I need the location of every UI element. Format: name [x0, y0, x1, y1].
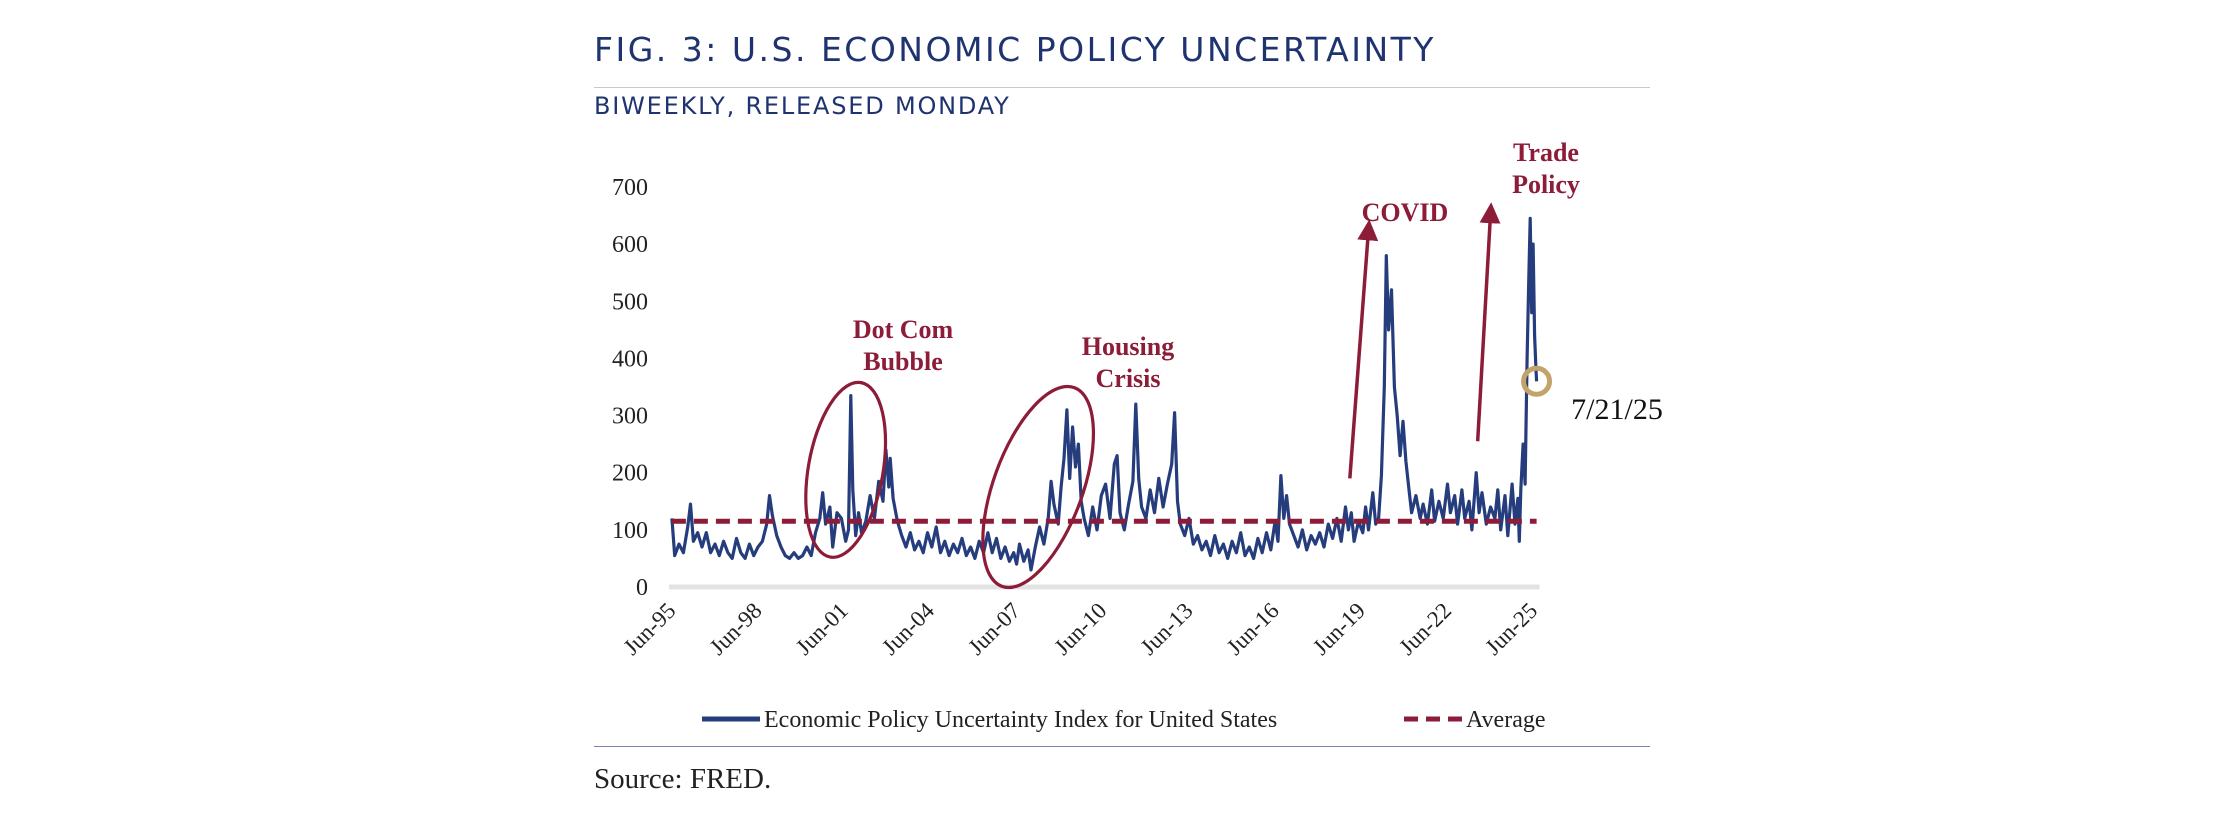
y-tick-label: 100 [612, 518, 648, 544]
y-tick-label: 0 [636, 575, 648, 601]
footer-rule [594, 746, 1650, 747]
x-tick-label: Jun-16 [1222, 598, 1284, 660]
annotation-label: Trade [1513, 138, 1579, 167]
annotation-label: Crisis [1096, 364, 1161, 393]
epu-index-line [670, 216, 1539, 572]
annotation-arrow [1475, 202, 1501, 442]
annotation-label: 7/21/25 [1571, 393, 1663, 426]
y-tick-label: 400 [612, 346, 648, 372]
axis-layer: 0 100 200 300 400 500 600 700 Jun-95 Jun-98 Jun-01… [612, 175, 1542, 660]
x-tick-label: Jun-13 [1136, 598, 1198, 660]
figure-subtitle: BIWEEKLY, RELEASED MONDAY [594, 92, 1011, 120]
y-tick-label: 500 [612, 289, 648, 315]
y-tick-label: 200 [612, 461, 648, 487]
annotation-layer: Dot Com Bubble Housing Crisis COVID Trade Poli… [804, 138, 1663, 590]
annotation-ellipse [804, 380, 888, 559]
y-tick-label: 300 [612, 404, 648, 430]
x-tick-label: Jun-22 [1394, 598, 1456, 660]
annotation-label: COVID [1362, 198, 1449, 227]
annotation-label: Bubble [863, 347, 943, 376]
legend-label-epu: Economic Policy Uncertainty Index for Un… [764, 707, 1277, 733]
x-tick-label: Jun-25 [1480, 598, 1542, 660]
x-tick-label: Jun-19 [1308, 598, 1370, 660]
title-rule [594, 87, 1650, 88]
x-tick-label: Jun-10 [1049, 598, 1111, 660]
source-note: Source: FRED. [594, 763, 772, 795]
annotation-ellipse [981, 384, 1096, 590]
x-tick-label: Jun-04 [877, 598, 939, 660]
x-tick-label: Jun-95 [619, 598, 681, 660]
x-tick-label: Jun-01 [791, 598, 853, 660]
annotation-label: Policy [1512, 170, 1580, 199]
annotation-label: Dot Com [853, 315, 954, 344]
annotation-arrow [1348, 219, 1379, 479]
legend: Economic Policy Uncertainty Index for Un… [702, 707, 1546, 733]
x-tick-label: Jun-07 [963, 598, 1025, 660]
x-tick-label: Jun-98 [705, 598, 767, 660]
y-tick-label: 600 [612, 232, 648, 258]
annotation-label: Housing [1082, 332, 1175, 361]
figure-title: FIG. 3: U.S. ECONOMIC POLICY UNCERTAINTY [594, 30, 1436, 69]
latest-value-marker [1521, 365, 1553, 397]
y-tick-label: 700 [612, 175, 648, 201]
legend-label-average: Average [1466, 707, 1546, 733]
series-layer [670, 216, 1539, 572]
